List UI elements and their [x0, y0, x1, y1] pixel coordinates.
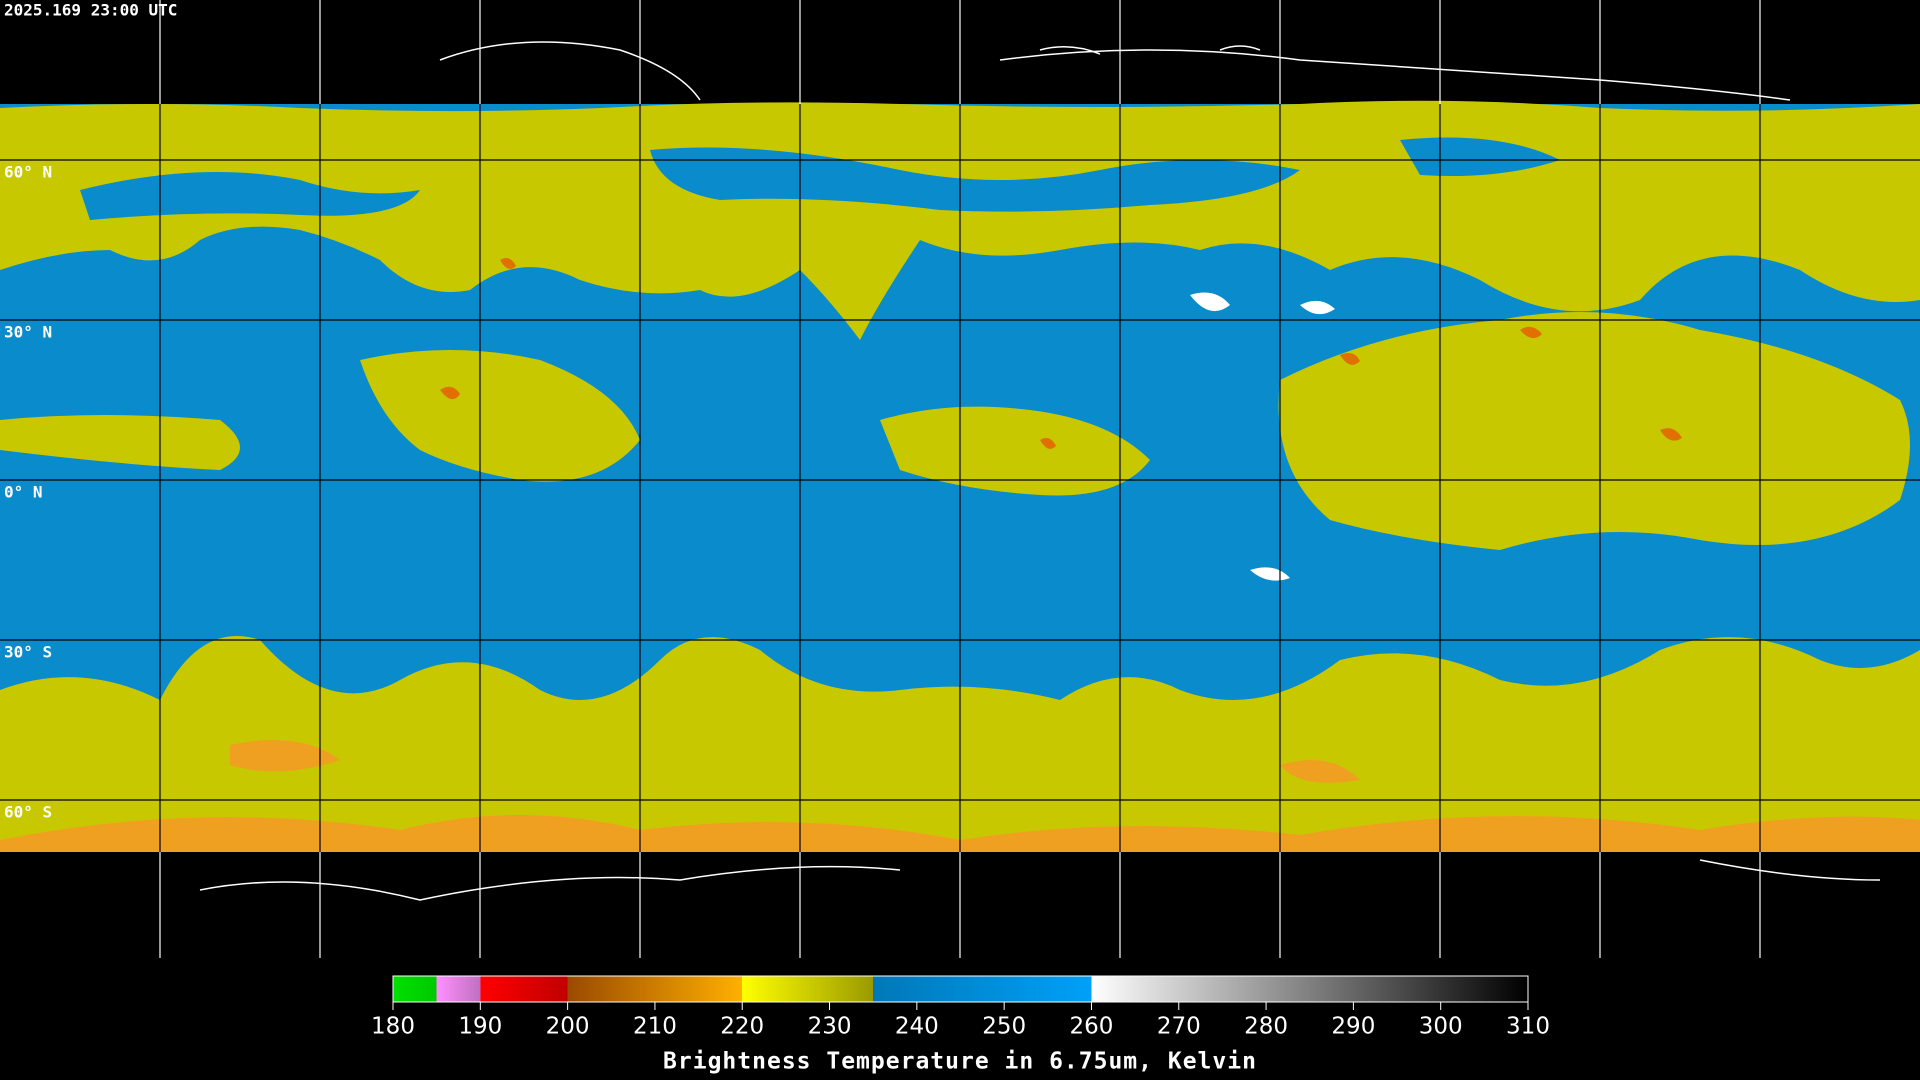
colorbar-tick-label: 220	[720, 1014, 764, 1040]
latitude-label: 30° S	[4, 643, 52, 662]
colorbar-tick-label: 240	[895, 1014, 939, 1040]
colorbar-tick-label: 250	[982, 1014, 1026, 1040]
colorbar-tick-label: 230	[808, 1014, 852, 1040]
colorbar-tick-label: 300	[1419, 1014, 1463, 1040]
latitude-labels: 60° N 30° N 0° N 30° S 60° S	[4, 163, 52, 822]
coastlines	[199, 41, 1881, 901]
north-blue-gap	[80, 137, 1560, 220]
colorbar-title: Brightness Temperature in 6.75um, Kelvin	[663, 1049, 1257, 1075]
colorbar-tick-label: 200	[546, 1014, 590, 1040]
latitude-label: 60° N	[4, 163, 52, 182]
latitude-label: 30° N	[4, 323, 52, 342]
colorbar-tick-label: 290	[1331, 1014, 1375, 1040]
colorbar-scale	[392, 975, 1529, 1003]
colorbar-tick-label: 270	[1157, 1014, 1201, 1040]
colorbar-tick-label: 210	[633, 1014, 677, 1040]
colorbar-tick-label: 190	[458, 1014, 502, 1040]
timestamp: 2025.169 23:00 UTC	[4, 1, 177, 20]
colorbar: Brightness Temperature in 6.75um, Kelvin…	[371, 975, 1550, 1075]
colorbar-tick-label: 180	[371, 1014, 415, 1040]
latitude-label: 0° N	[4, 483, 43, 502]
tropical-convection	[0, 312, 1910, 550]
colorbar-tick-label: 310	[1506, 1014, 1550, 1040]
lat-lon-grid	[0, 0, 1920, 958]
colorbar-tick-label: 280	[1244, 1014, 1288, 1040]
colorbar-tick-label: 260	[1070, 1014, 1114, 1040]
latitude-label: 60° S	[4, 803, 52, 822]
